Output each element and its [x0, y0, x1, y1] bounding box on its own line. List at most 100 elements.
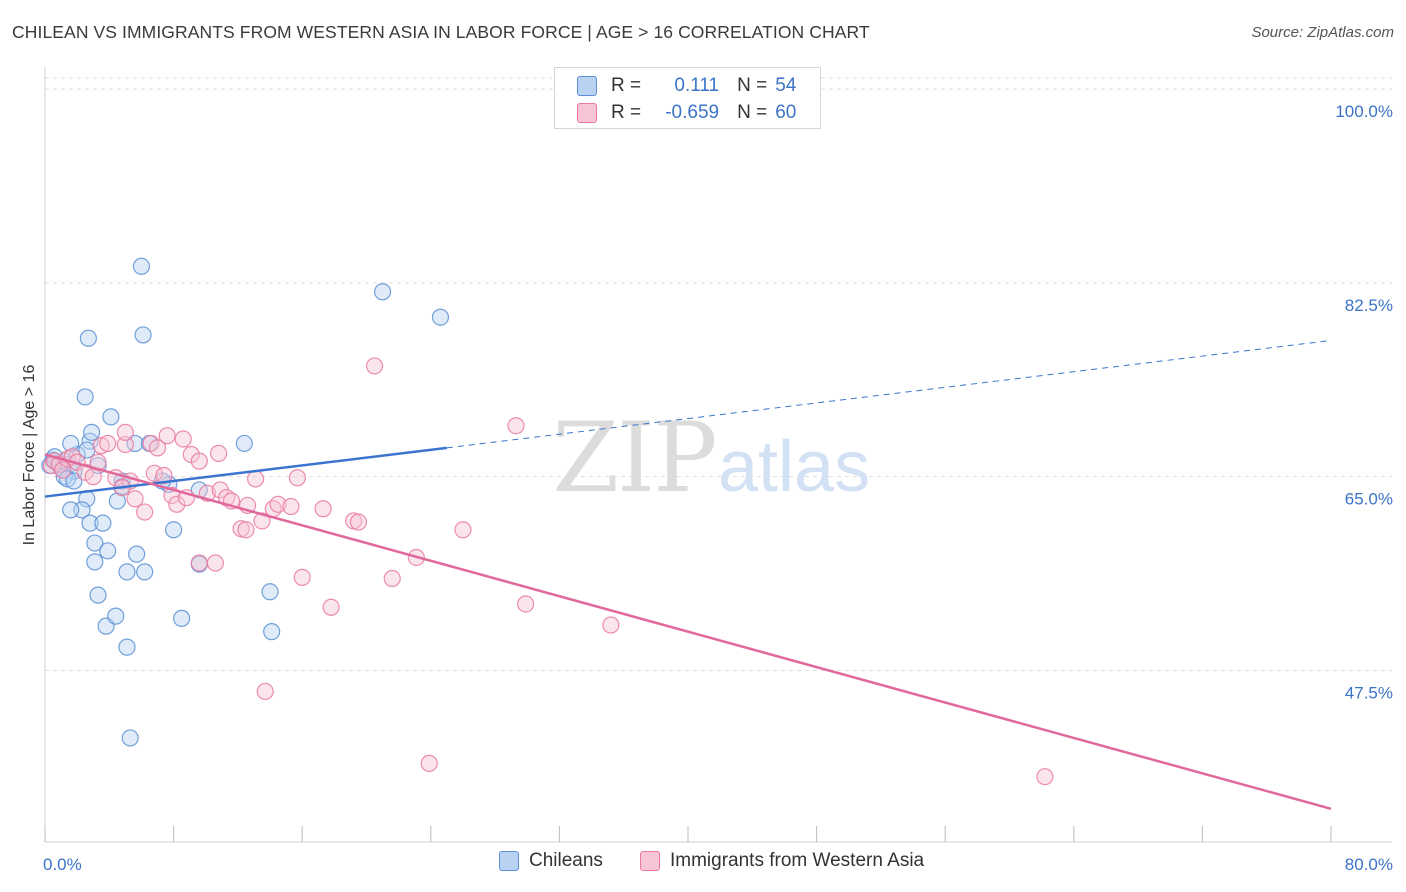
trend-line-chileans-extrapolated: [446, 339, 1332, 449]
data-point: [99, 542, 117, 560]
data-point: [118, 638, 136, 656]
data-point: [89, 586, 107, 604]
data-point: [134, 326, 152, 344]
data-point: [365, 357, 384, 375]
y-tick-label: 47.5%: [1345, 683, 1393, 702]
data-point: [1036, 768, 1054, 786]
series-legend-swatch-western-asia: [640, 851, 660, 871]
data-point: [107, 607, 125, 625]
x-tick-label: 0.0%: [43, 855, 82, 874]
watermark: ZIP atlas: [552, 402, 870, 514]
legend-row-chileans: R = 0.111 N = 54: [577, 73, 796, 99]
data-point: [237, 521, 255, 539]
x-tick-label: 80.0%: [1345, 855, 1393, 874]
data-point: [92, 437, 110, 455]
data-point: [282, 497, 300, 516]
data-point: [253, 512, 271, 530]
chart-title: CHILEAN VS IMMIGRANTS FROM WESTERN ASIA …: [12, 22, 870, 42]
series-legend-label-western-asia: Immigrants from Western Asia: [670, 850, 925, 871]
data-point: [116, 423, 134, 441]
data-point: [62, 501, 80, 519]
data-point: [383, 569, 401, 588]
data-point: [263, 623, 281, 641]
series-legend-swatch-chileans: [499, 851, 519, 871]
data-point: [174, 430, 192, 448]
data-point: [431, 308, 450, 326]
tick-layer: 47.5% 65.0% 82.5% 100.0% 0.0% 80.0%: [43, 102, 1393, 874]
data-point: [314, 500, 332, 518]
legend-n-value: 60: [775, 102, 797, 123]
legend-n-label: N =: [737, 75, 768, 96]
data-point: [349, 513, 368, 531]
data-point: [54, 461, 72, 479]
data-point: [190, 452, 208, 470]
data-point: [288, 469, 306, 487]
legend-swatch-western-asia: [577, 103, 597, 123]
trend-line-chileans: [44, 446, 448, 498]
data-point: [373, 283, 392, 301]
data-point: [322, 598, 340, 616]
y-tick-label: 82.5%: [1345, 296, 1393, 315]
data-point: [79, 329, 98, 347]
chart-source: Source: ZipAtlas.com: [1251, 24, 1394, 41]
data-point: [128, 545, 146, 563]
y-tick-label: 100.0%: [1335, 102, 1393, 121]
data-point: [116, 435, 134, 454]
data-point: [76, 463, 94, 481]
data-point: [517, 595, 535, 613]
data-point: [293, 568, 311, 586]
data-point: [190, 554, 208, 572]
data-point: [261, 583, 279, 601]
y-axis-label: In Labor Force | Age > 16: [21, 365, 38, 546]
data-point: [454, 521, 472, 539]
series-legend-chileans[interactable]: Chileans: [499, 850, 603, 872]
data-point: [94, 514, 112, 532]
data-point: [235, 434, 253, 453]
data-point: [206, 554, 224, 572]
data-point: [126, 490, 144, 508]
data-point: [246, 470, 265, 488]
grid-lines: [45, 77, 1392, 671]
data-point: [58, 470, 77, 488]
data-point: [602, 616, 620, 634]
data-point: [136, 503, 154, 521]
trend-line-western-asia: [44, 453, 1332, 810]
data-point: [155, 466, 173, 485]
data-point: [132, 257, 151, 275]
y-tick-label: 65.0%: [1345, 490, 1393, 509]
data-point: [256, 682, 274, 701]
legend-row-western-asia: R = -0.659 N = 60: [577, 100, 796, 126]
data-point: [65, 472, 83, 490]
series-legend-label-chileans: Chileans: [529, 850, 603, 871]
series-legend-western-asia[interactable]: Immigrants from Western Asia: [640, 850, 924, 872]
watermark-atlas: atlas: [718, 427, 870, 507]
data-point: [83, 423, 101, 441]
data-point: [165, 521, 183, 539]
legend-r-label: R =: [611, 102, 642, 123]
data-point: [102, 408, 120, 426]
data-point: [76, 388, 94, 406]
trend-layer: [44, 339, 1332, 810]
series-layer: [41, 257, 1054, 786]
data-point: [81, 514, 99, 532]
data-point: [86, 534, 104, 552]
legend-r-value: -0.659: [665, 102, 720, 123]
legend-n-label: N =: [737, 102, 768, 123]
legend-r-value: 0.111: [674, 75, 720, 96]
series-western-asia: [42, 357, 1054, 786]
data-point: [173, 609, 191, 627]
data-point: [158, 427, 176, 445]
data-point: [136, 563, 154, 581]
data-point: [269, 495, 287, 513]
legend-n-value: 54: [775, 75, 797, 96]
data-point: [168, 495, 186, 513]
data-point: [84, 468, 102, 486]
legend-swatch-chileans: [577, 76, 597, 96]
legend-r-label: R =: [611, 75, 642, 96]
data-point: [507, 417, 525, 435]
series-legend: Chileans Immigrants from Western Asia: [0, 850, 1406, 878]
data-point: [210, 444, 228, 462]
data-point: [99, 434, 117, 453]
data-point: [121, 729, 139, 747]
